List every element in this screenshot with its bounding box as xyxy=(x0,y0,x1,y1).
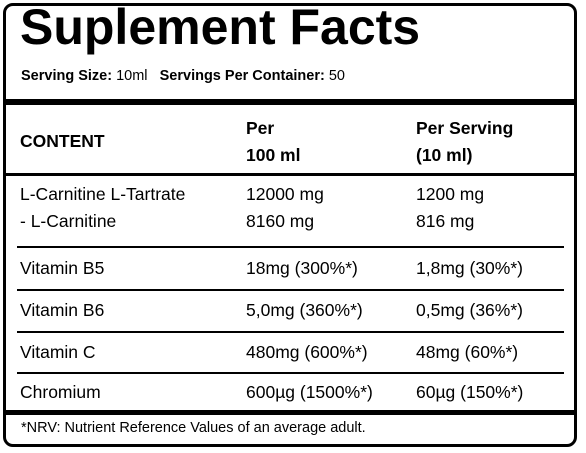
row-perserving: 1200 mg xyxy=(416,184,485,204)
row-perserving: 48mg (60%*) xyxy=(416,342,519,362)
row-name: Vitamin B6 xyxy=(20,300,105,320)
serving-size-label: Serving Size: xyxy=(21,68,113,84)
row-name: Chromium xyxy=(20,382,101,402)
divider-thick-top xyxy=(6,99,574,105)
row-per100: 18mg (300%*) xyxy=(246,258,358,278)
row-per100: 8160 mg xyxy=(246,211,315,231)
row-per100: 600µg (1500%*) xyxy=(246,382,373,402)
row-name: - L-Carnitine xyxy=(20,211,117,231)
servings-per-container-label: Servings Per Container: xyxy=(159,68,325,84)
header-perserving-line2: (10 ml) xyxy=(416,145,473,165)
footnote: *NRV: Nutrient Reference Values of an av… xyxy=(21,420,366,436)
row-name: L-Carnitine L-Tartrate xyxy=(20,184,186,204)
row-divider xyxy=(17,289,564,291)
row-divider xyxy=(17,331,564,333)
supplement-facts-panel: Suplement Facts Serving Size: 10ml Servi… xyxy=(3,0,577,447)
row-perserving: 60µg (150%*) xyxy=(416,382,524,402)
serving-info: Serving Size: 10ml Servings Per Containe… xyxy=(21,68,345,84)
row-name: Vitamin C xyxy=(20,342,96,362)
row-per100: 12000 mg xyxy=(246,184,324,204)
panel-title: Suplement Facts xyxy=(20,0,421,55)
row-perserving: 1,8mg (30%*) xyxy=(416,258,523,278)
serving-size-value: 10ml xyxy=(116,68,148,84)
header-per100-line2: 100 ml xyxy=(246,145,301,165)
row-perserving: 816 mg xyxy=(416,211,475,231)
header-per100-line1: Per xyxy=(246,118,275,138)
row-per100: 5,0mg (360%*) xyxy=(246,300,363,320)
row-name: Vitamin B5 xyxy=(20,258,105,278)
row-perserving: 0,5mg (36%*) xyxy=(416,300,523,320)
header-content: CONTENT xyxy=(20,131,105,151)
row-divider xyxy=(17,246,564,248)
divider-thick-bottom xyxy=(6,410,574,415)
servings-per-container-value: 50 xyxy=(328,68,345,84)
row-divider xyxy=(17,372,564,374)
divider-header xyxy=(6,173,574,176)
header-perserving-line1: Per Serving xyxy=(416,118,514,138)
row-per100: 480mg (600%*) xyxy=(246,342,368,362)
